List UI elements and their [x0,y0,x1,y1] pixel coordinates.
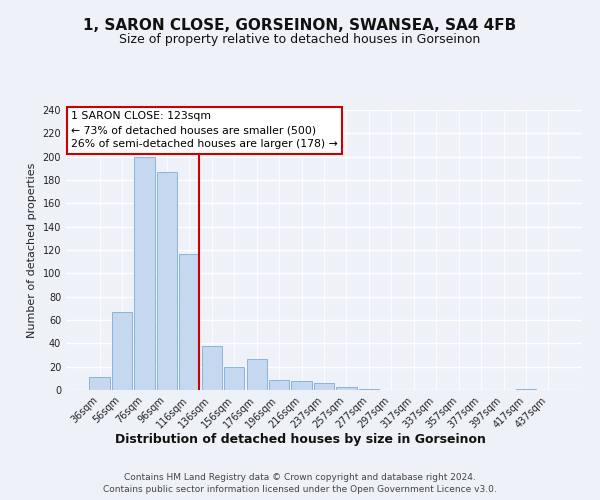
Bar [179,254,199,390]
Bar [359,389,379,390]
Text: 1, SARON CLOSE, GORSEINON, SWANSEA, SA4 4FB: 1, SARON CLOSE, GORSEINON, SWANSEA, SA4 … [83,18,517,32]
Bar [516,389,536,390]
Text: Contains HM Land Registry data © Crown copyright and database right 2024.: Contains HM Land Registry data © Crown c… [124,472,476,482]
Bar [112,312,132,390]
Y-axis label: Number of detached properties: Number of detached properties [27,162,37,338]
Text: Distribution of detached houses by size in Gorseinon: Distribution of detached houses by size … [115,432,485,446]
Text: Contains public sector information licensed under the Open Government Licence v3: Contains public sector information licen… [103,485,497,494]
Bar [157,172,177,390]
Bar [247,358,267,390]
Bar [202,346,222,390]
Bar [314,383,334,390]
Bar [89,377,110,390]
Text: Size of property relative to detached houses in Gorseinon: Size of property relative to detached ho… [119,32,481,46]
Text: 1 SARON CLOSE: 123sqm
← 73% of detached houses are smaller (500)
26% of semi-det: 1 SARON CLOSE: 123sqm ← 73% of detached … [71,112,338,150]
Bar [292,380,311,390]
Bar [224,366,244,390]
Bar [134,156,155,390]
Bar [269,380,289,390]
Bar [337,386,356,390]
